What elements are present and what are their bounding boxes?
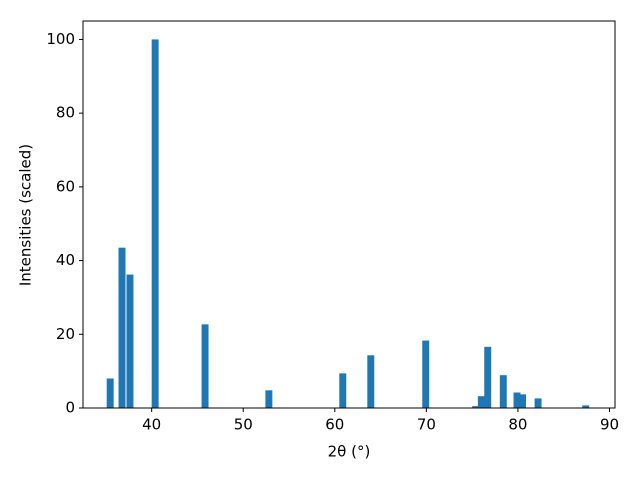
- bar: [339, 373, 347, 408]
- bar: [582, 405, 590, 408]
- x-tick-label: 60: [325, 416, 344, 434]
- bar: [126, 274, 134, 408]
- bar: [106, 378, 114, 408]
- bar: [484, 346, 492, 408]
- plot-frame: [82, 20, 616, 409]
- bar: [534, 398, 542, 408]
- bar: [472, 406, 480, 408]
- y-tick-label: 20: [56, 325, 75, 343]
- bar: [477, 396, 485, 408]
- y-tick-label: 0: [65, 399, 75, 417]
- y-axis-label: Intensities (scaled): [17, 144, 35, 286]
- y-tick-label: 60: [56, 177, 75, 195]
- bar: [151, 39, 159, 409]
- bar: [201, 324, 209, 408]
- x-tick-label: 90: [600, 416, 619, 434]
- y-tick-label: 80: [56, 104, 75, 122]
- x-tick-label: 50: [234, 416, 253, 434]
- x-tick-label: 40: [142, 416, 161, 434]
- x-tick-label: 70: [417, 416, 436, 434]
- bar: [422, 340, 430, 408]
- bar: [367, 355, 375, 408]
- bar: [513, 392, 521, 408]
- x-tick-label: 80: [508, 416, 527, 434]
- bar: [499, 375, 507, 408]
- bar: [519, 394, 526, 408]
- bar: [265, 390, 273, 408]
- bar: [118, 247, 126, 408]
- y-tick-label: 100: [46, 30, 75, 48]
- x-axis-label: 2θ (°): [328, 443, 371, 461]
- y-tick-label: 40: [56, 251, 75, 269]
